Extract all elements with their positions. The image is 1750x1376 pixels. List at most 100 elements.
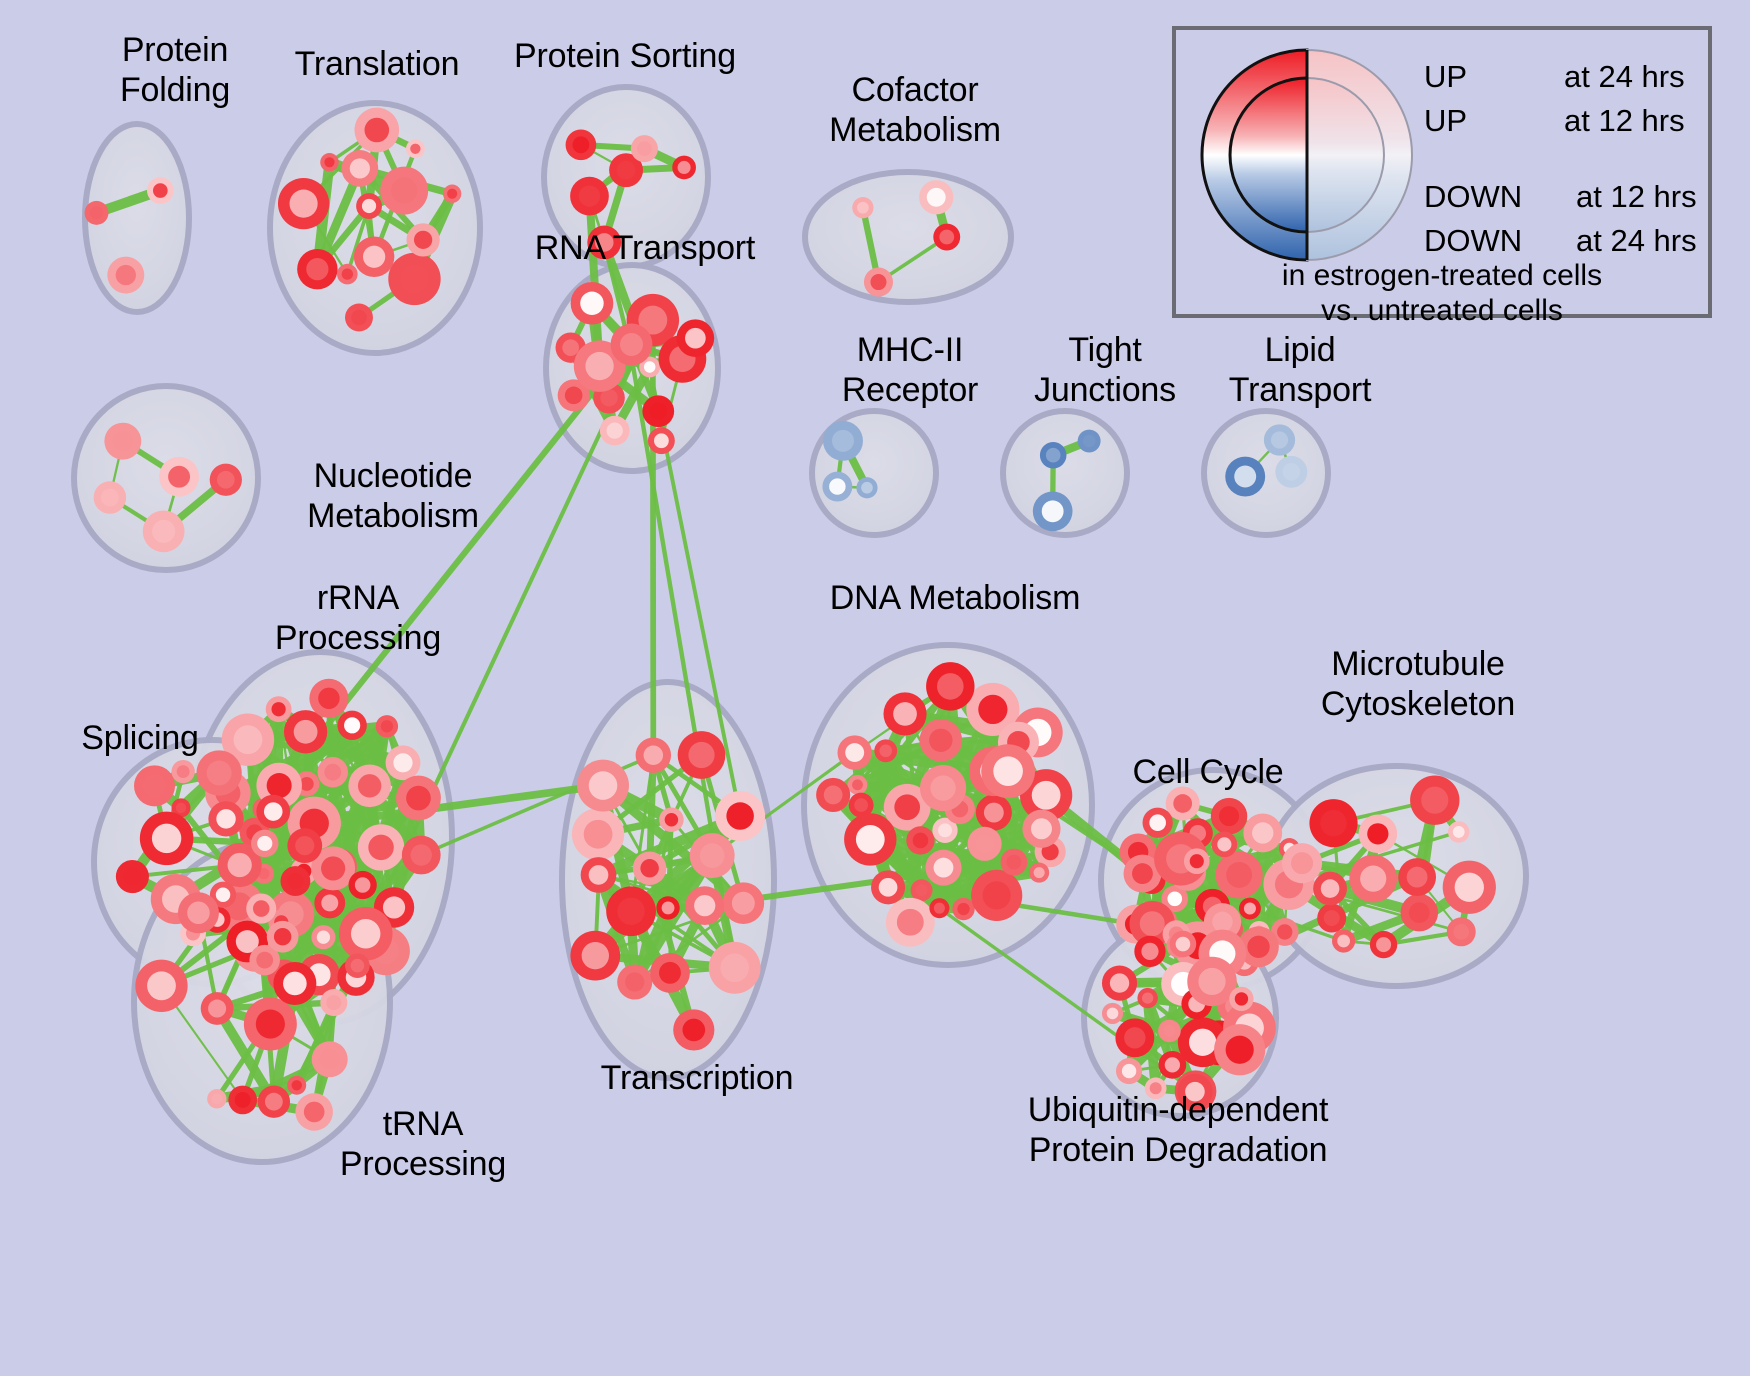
network-node[interactable] (689, 833, 735, 879)
network-node[interactable] (297, 248, 338, 290)
network-node[interactable] (338, 906, 393, 961)
network-node[interactable] (135, 959, 188, 1012)
network-node[interactable] (852, 197, 874, 219)
network-node[interactable] (1442, 860, 1496, 914)
network-node[interactable] (933, 223, 961, 251)
network-node[interactable] (266, 920, 299, 953)
network-node[interactable] (348, 764, 391, 808)
network-node[interactable] (295, 1093, 333, 1131)
network-node[interactable] (1158, 1050, 1187, 1079)
network-node[interactable] (929, 898, 950, 919)
network-node[interactable] (311, 925, 336, 950)
network-node[interactable] (1214, 1024, 1266, 1076)
network-node[interactable] (265, 696, 292, 723)
network-node[interactable] (642, 395, 675, 428)
network-node[interactable] (388, 252, 441, 306)
network-node[interactable] (171, 798, 191, 818)
network-node[interactable] (345, 953, 370, 978)
network-node[interactable] (570, 176, 609, 216)
network-node[interactable] (837, 735, 872, 770)
network-node[interactable] (570, 281, 614, 325)
network-node[interactable] (273, 961, 317, 1005)
network-node[interactable] (1332, 929, 1356, 953)
network-node[interactable] (256, 794, 291, 829)
network-node[interactable] (1263, 424, 1296, 456)
network-node[interactable] (1215, 851, 1263, 899)
network-node[interactable] (1243, 813, 1283, 853)
network-node[interactable] (926, 662, 975, 711)
network-node[interactable] (925, 849, 962, 886)
network-node[interactable] (228, 1085, 258, 1115)
network-node[interactable] (587, 225, 622, 260)
network-node[interactable] (1238, 926, 1279, 968)
network-node[interactable] (341, 150, 379, 187)
network-node[interactable] (863, 267, 894, 297)
network-node[interactable] (1019, 769, 1073, 822)
network-node[interactable] (1400, 893, 1439, 932)
network-node[interactable] (856, 477, 878, 499)
network-node[interactable] (885, 897, 935, 947)
network-node[interactable] (847, 774, 868, 795)
network-node[interactable] (848, 792, 874, 818)
network-node[interactable] (715, 791, 766, 842)
network-node[interactable] (570, 930, 621, 981)
network-node[interactable] (1369, 930, 1398, 959)
network-node[interactable] (580, 857, 617, 893)
network-node[interactable] (104, 422, 142, 460)
network-node[interactable] (354, 107, 400, 153)
network-node[interactable] (883, 783, 931, 831)
network-node[interactable] (573, 340, 626, 392)
network-node[interactable] (1101, 965, 1138, 1001)
network-node[interactable] (1270, 918, 1299, 946)
network-node[interactable] (610, 323, 653, 366)
network-node[interactable] (171, 759, 195, 784)
network-node[interactable] (348, 870, 377, 900)
network-node[interactable] (630, 135, 658, 163)
network-node[interactable] (1358, 814, 1398, 854)
network-node[interactable] (1281, 843, 1323, 884)
network-node[interactable] (1169, 930, 1197, 958)
network-node[interactable] (647, 427, 675, 455)
network-node[interactable] (309, 678, 349, 718)
network-node[interactable] (635, 737, 672, 773)
network-node[interactable] (442, 184, 462, 203)
network-node[interactable] (375, 715, 399, 738)
network-node[interactable] (1210, 797, 1248, 835)
network-node[interactable] (1000, 848, 1028, 876)
network-node[interactable] (287, 828, 323, 864)
network-node[interactable] (871, 870, 906, 905)
network-node[interactable] (142, 510, 185, 553)
network-node[interactable] (1446, 917, 1476, 947)
network-node[interactable] (1142, 807, 1173, 838)
network-node[interactable] (565, 129, 597, 161)
network-node[interactable] (708, 941, 761, 994)
network-node[interactable] (606, 886, 656, 937)
network-node[interactable] (1137, 987, 1158, 1009)
network-node[interactable] (967, 826, 1002, 861)
network-node[interactable] (139, 811, 194, 866)
network-node[interactable] (1123, 854, 1162, 893)
network-node[interactable] (1187, 956, 1237, 1007)
network-node[interactable] (677, 731, 726, 779)
network-node[interactable] (1211, 831, 1238, 858)
network-node[interactable] (632, 851, 667, 886)
network-node[interactable] (656, 896, 680, 920)
network-node[interactable] (1238, 897, 1261, 920)
network-node[interactable] (823, 420, 863, 461)
network-node[interactable] (159, 456, 199, 497)
network-node[interactable] (844, 813, 897, 866)
network-node[interactable] (1448, 821, 1470, 843)
network-node[interactable] (1183, 848, 1210, 875)
network-node[interactable] (1165, 786, 1200, 821)
network-node[interactable] (1317, 903, 1347, 933)
network-node[interactable] (401, 835, 441, 875)
network-node[interactable] (209, 881, 237, 908)
network-node[interactable] (952, 897, 975, 921)
network-node[interactable] (1134, 935, 1166, 968)
network-node[interactable] (1101, 1002, 1124, 1025)
network-node[interactable] (722, 882, 765, 925)
network-node[interactable] (1229, 986, 1254, 1012)
network-node[interactable] (672, 155, 696, 180)
network-node[interactable] (200, 992, 234, 1025)
network-node[interactable] (287, 1075, 307, 1095)
